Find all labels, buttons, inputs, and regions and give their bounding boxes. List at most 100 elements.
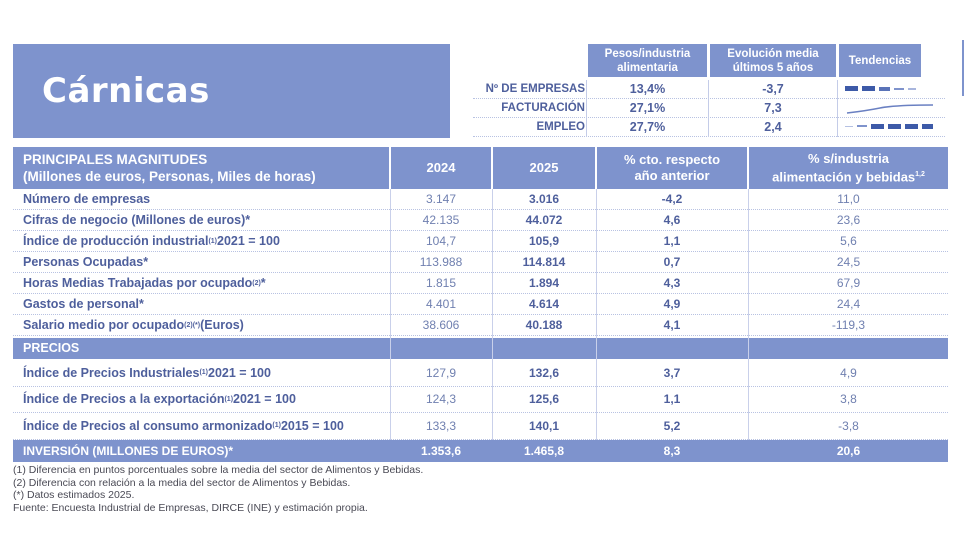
divider [708, 80, 709, 137]
row-label-suffix: 2021 = 100 [208, 365, 271, 380]
table-row: Horas Medias Trabajadas por ocupado (2) * 1… [13, 273, 948, 294]
page-title: Cárnicas [42, 71, 210, 111]
value-2025: 132,6 [528, 365, 560, 380]
edge-bar [962, 40, 964, 96]
row-label-sup: (2) [252, 279, 261, 287]
value-2024: 4.401 [425, 297, 457, 311]
total-2024: 1.353,6 [420, 444, 462, 458]
value-cto: 4,3 [663, 276, 681, 290]
summary-row-empleo: EMPLEO 27,7% 2,4 [473, 118, 945, 137]
header-cto: % cto. respecto año anterior [597, 147, 747, 189]
row-label-sup: (1) [208, 237, 217, 245]
row-label: Horas Medias Trabajadas por ocupado (2) * [23, 273, 266, 293]
row-label-sup: (1) [224, 395, 234, 403]
footnote: Fuente: Encuesta Industrial de Empresas,… [13, 501, 368, 514]
value-pct: 67,9 [836, 276, 861, 290]
value-pct: 5,6 [840, 234, 857, 248]
row-label: Gastos de personal* [23, 294, 144, 314]
value-2024: 38.606 [422, 318, 460, 332]
row-label-text: Número de empresas [23, 192, 151, 206]
value-2024: 133,3 [425, 418, 457, 433]
value-pct: -119,3 [831, 318, 866, 332]
header-pct-line2-text: alimentación y bebidas [772, 169, 916, 185]
value-2024: 3.147 [425, 192, 457, 206]
title-banner: Cárnicas [13, 44, 450, 138]
value-pct: 24,5 [836, 255, 861, 269]
row-label-sup: (2)(*) [184, 321, 201, 329]
value-pct: -3,8 [838, 418, 859, 433]
divider [492, 189, 493, 440]
table-row: Personas Ocupadas* 113.988 114.814 0,7 24,5 [13, 252, 948, 273]
table-row: Índice de Precios Industriales (1) 2021 =… [13, 360, 948, 387]
divider [748, 189, 749, 440]
summary-evolucion: 7,3 [764, 101, 782, 115]
value-2024: 113.988 [419, 255, 463, 269]
value-2025: 114.814 [522, 255, 566, 269]
summary-peso: 27,1% [629, 101, 666, 115]
value-cto: 4,1 [663, 318, 681, 332]
header-cto-line2: año anterior [634, 168, 710, 183]
row-label: Personas Ocupadas* [23, 252, 148, 272]
divider [586, 80, 587, 137]
row-label-text: Índice de Precios a la exportación [23, 392, 225, 407]
value-2025: 44.072 [525, 213, 563, 227]
value-pct: 11,0 [837, 192, 860, 206]
header-pct-line2: alimentación y bebidas1,2 [772, 167, 925, 185]
main-header-title: PRINCIPALES MAGNITUDES (Millones de euro… [13, 147, 389, 189]
summary-evolucion: 2,4 [764, 120, 782, 134]
footnote: (2) Diferencia con relación a la media d… [13, 476, 351, 489]
value-2025: 140,1 [528, 418, 560, 433]
row-label-suffix: * [260, 276, 266, 290]
row-label: Salario medio por ocupado (2)(*) (Euros) [23, 315, 244, 335]
value-cto: 4,9 [663, 297, 681, 311]
table-row: Cifras de negocio (Millones de euros)* 42… [13, 210, 948, 231]
header-cto-line1: % cto. respecto [623, 152, 721, 167]
trend-rising-icon [846, 104, 934, 114]
row-label-text: Horas Medias Trabajadas por ocupado [23, 276, 253, 290]
table-row: Número de empresas 3.147 3.016 -4,2 11,0 [13, 189, 948, 210]
value-cto: -4,2 [661, 192, 683, 206]
total-pct: 20,6 [836, 444, 861, 458]
total-row: INVERSIÓN (MILLONES DE EUROS)* 1.353,6 1… [13, 440, 948, 462]
value-pct: 3,8 [840, 392, 857, 407]
footnote: (1) Diferencia en puntos porcentuales so… [13, 464, 424, 476]
total-label: INVERSIÓN (MILLONES DE EUROS)* [23, 444, 234, 458]
value-2025: 3.016 [528, 192, 560, 206]
value-pct: 23,6 [836, 213, 861, 227]
header-2024: 2024 [391, 147, 491, 189]
summary-evolucion: -3,7 [762, 82, 784, 96]
section-precios: PRECIOS [13, 338, 948, 359]
row-label-text: Cifras de negocio (Millones de euros)* [23, 213, 251, 227]
row-label-text: Gastos de personal* [23, 297, 144, 311]
value-2025: 4.614 [528, 297, 560, 311]
row-label: Cifras de negocio (Millones de euros)* [23, 210, 250, 230]
value-2025: 1.894 [528, 276, 560, 290]
header-pct-sup: 1,2 [915, 170, 925, 178]
summary-header-evolucion: Evolución media últimos 5 años [710, 44, 836, 77]
table-row: Índice de Precios a la exportación (1) 20… [13, 387, 948, 413]
value-2024: 42.135 [422, 213, 460, 227]
summary-label: EMPLEO [536, 121, 585, 133]
header-2025: 2025 [493, 147, 595, 189]
row-label-sup: (1) [199, 369, 209, 377]
row-label-text: Índice de Precios Industriales [23, 365, 200, 380]
summary-peso: 27,7% [629, 120, 666, 134]
row-label: Índice de Precios al consumo armonizado(… [23, 413, 344, 439]
summary-row-empresas: Nº DE EMPRESAS 13,4% -3,7 [473, 80, 945, 99]
value-cto: 0,7 [663, 255, 681, 269]
summary-label: Nº DE EMPRESAS [485, 83, 585, 95]
table-row: Gastos de personal* 4.401 4.614 4,9 24,4 [13, 294, 948, 315]
header-pct-line1: % s/industria [808, 150, 889, 166]
row-label: Índice de Precios Industriales (1) 2021 =… [23, 360, 271, 386]
header-pct: % s/industria alimentación y bebidas1,2 [749, 147, 948, 189]
row-label-suffix: (Euros) [200, 318, 244, 332]
value-cto: 5,2 [663, 418, 681, 433]
row-label: Índice de Precios a la exportación (1) 20… [23, 387, 296, 413]
row-label-text: Personas Ocupadas* [23, 255, 149, 269]
divider [596, 189, 597, 440]
value-2024: 104,7 [425, 234, 457, 248]
table-row: Salario medio por ocupado (2)(*) (Euros) 3… [13, 315, 948, 336]
trend-decreasing-icon [845, 86, 916, 91]
value-2024: 1.815 [425, 276, 457, 290]
summary-label: FACTURACIÓN [501, 102, 585, 114]
